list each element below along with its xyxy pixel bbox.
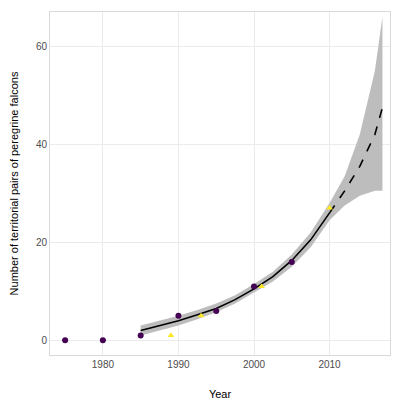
svg-text:2000: 2000 bbox=[243, 359, 266, 370]
svg-text:0: 0 bbox=[41, 335, 47, 346]
svg-text:1980: 1980 bbox=[92, 359, 115, 370]
svg-text:40: 40 bbox=[36, 139, 48, 150]
svg-text:1990: 1990 bbox=[167, 359, 190, 370]
svg-text:Year: Year bbox=[209, 388, 232, 400]
svg-text:Number of territorial pairs of: Number of territorial pairs of peregrine… bbox=[8, 71, 20, 295]
svg-text:60: 60 bbox=[36, 41, 48, 52]
svg-text:20: 20 bbox=[36, 237, 48, 248]
svg-text:2010: 2010 bbox=[318, 359, 341, 370]
